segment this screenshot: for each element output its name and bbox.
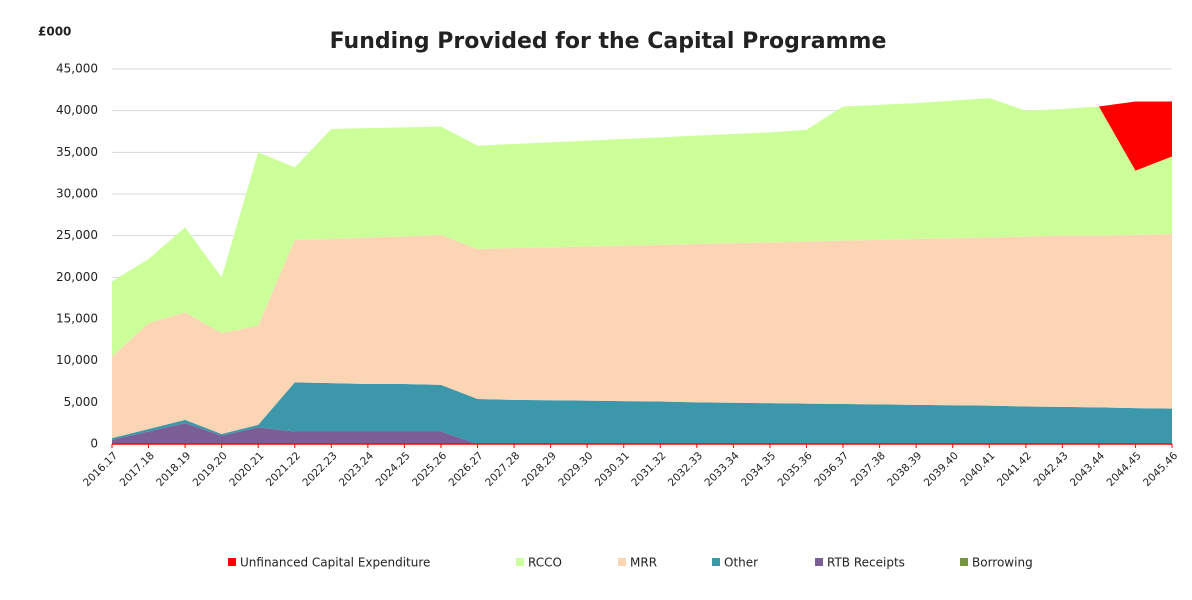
area (112, 98, 1172, 357)
x-tick-label: 2025.26 (410, 450, 449, 489)
x-tick-label: 2018.19 (154, 450, 193, 489)
x-tick-label: 2021.22 (264, 450, 303, 489)
x-tick-label: 2042.43 (1031, 450, 1070, 489)
y-tick-label: 5,000 (64, 395, 98, 409)
area (112, 382, 1172, 444)
y-tick-label: 10,000 (56, 353, 98, 367)
x-tick-label: 2019.20 (191, 450, 230, 489)
x-tick-label: 2016.17 (81, 450, 120, 489)
x-tick-label: 2020.21 (227, 450, 266, 489)
x-tick-label: 2030.31 (593, 450, 632, 489)
y-tick-label: 40,000 (56, 103, 98, 117)
x-tick-label: 2028.29 (520, 450, 559, 489)
y-tick-label: 25,000 (56, 228, 98, 242)
area (112, 423, 1172, 444)
x-tick-label: 2027.28 (483, 450, 522, 489)
legend-label: RCCO (528, 556, 562, 570)
x-tick-label: 2034.35 (739, 450, 778, 489)
x-tick-label: 2023.24 (337, 450, 376, 489)
y-tick-label: 45,000 (56, 62, 98, 76)
x-tick-label: 2029.30 (556, 450, 595, 489)
x-tick-label: 2035.36 (776, 450, 815, 489)
y-tick-label: 30,000 (56, 187, 98, 201)
x-tick-label: 2041.42 (995, 450, 1034, 489)
y-tick-label: 35,000 (56, 145, 98, 159)
x-tick-label: 2031.32 (629, 450, 668, 489)
x-tick-label: 2026.27 (447, 450, 486, 489)
legend-swatch (960, 558, 968, 566)
x-tick-label: 2033.34 (702, 450, 741, 489)
y-tick-label: 15,000 (56, 312, 98, 326)
legend-swatch (712, 558, 720, 566)
legend-swatch (516, 558, 524, 566)
x-tick-label: 2036.37 (812, 450, 851, 489)
y-axis-label: £000 (38, 25, 71, 39)
x-tick-label: 2017.18 (118, 450, 157, 489)
legend-label: Unfinanced Capital Expenditure (240, 556, 430, 570)
legend-label: Other (724, 556, 758, 570)
y-tick-label: 20,000 (56, 270, 98, 284)
legend-swatch (618, 558, 626, 566)
x-tick-label: 2045.46 (1141, 450, 1180, 489)
x-tick-label: 2024.25 (373, 450, 412, 489)
y-tick-label: 0 (90, 437, 98, 451)
chart-title: Funding Provided for the Capital Program… (330, 29, 887, 54)
x-tick-label: 2039.40 (922, 450, 961, 489)
legend-label: RTB Receipts (827, 556, 905, 570)
x-tick-label: 2032.33 (666, 450, 705, 489)
legend-swatch (815, 558, 823, 566)
x-tick-label: 2038.39 (885, 450, 924, 489)
x-tick-label: 2044.45 (1105, 450, 1144, 489)
legend-swatch (228, 558, 236, 566)
x-tick-label: 2022.23 (300, 450, 339, 489)
legend-label: Borrowing (972, 556, 1033, 570)
x-tick-label: 2037.38 (849, 450, 888, 489)
legend-label: MRR (630, 556, 657, 570)
area (112, 234, 1172, 439)
x-tick-label: 2043.44 (1068, 450, 1107, 489)
x-tick-label: 2040.41 (958, 450, 997, 489)
